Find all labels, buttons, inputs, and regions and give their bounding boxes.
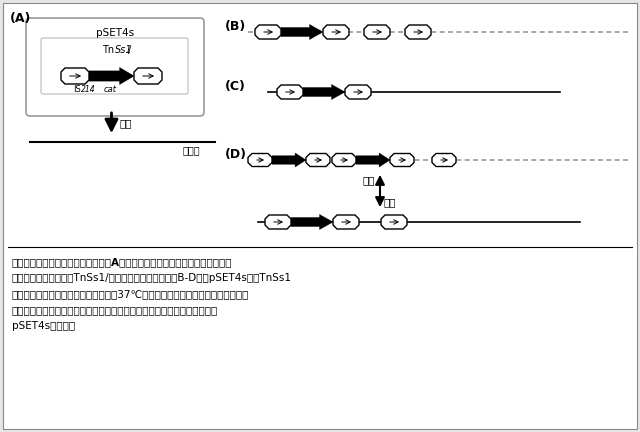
Text: (A): (A)	[10, 12, 31, 25]
FancyBboxPatch shape	[26, 18, 204, 116]
Polygon shape	[134, 68, 162, 84]
Polygon shape	[333, 215, 359, 229]
Text: (C): (C)	[225, 80, 246, 93]
Polygon shape	[323, 25, 349, 39]
Text: は菌をクロラムフェニコール存在下、37℃で培養することにより染色体上に転移: は菌をクロラムフェニコール存在下、37℃で培養することにより染色体上に転移	[12, 289, 250, 299]
Text: した。黒および灰色の実線はそれぞれ菌染色体および温度感受性ベクター: した。黒および灰色の実線はそれぞれ菌染色体および温度感受性ベクター	[12, 305, 218, 315]
Polygon shape	[291, 215, 333, 229]
FancyBboxPatch shape	[3, 3, 637, 429]
Text: の結果より予想されたTnSs1/転移領域の遺伝子構成（B-D）。pSET4s上のTnSs1: の結果より予想されたTnSs1/転移領域の遺伝子構成（B-D）。pSET4s上の…	[12, 273, 292, 283]
Polygon shape	[89, 67, 134, 85]
Polygon shape	[381, 215, 407, 229]
Text: Tn: Tn	[102, 45, 115, 55]
Text: (D): (D)	[225, 148, 247, 161]
Text: /: /	[127, 45, 131, 55]
Text: pSET4s: pSET4s	[96, 28, 134, 38]
Text: Ss1: Ss1	[115, 45, 132, 55]
Polygon shape	[272, 153, 306, 167]
Polygon shape	[303, 85, 345, 99]
Text: (B): (B)	[225, 20, 246, 33]
Polygon shape	[265, 215, 291, 229]
Polygon shape	[332, 153, 356, 166]
Text: 重複: 重複	[362, 175, 375, 185]
Polygon shape	[61, 68, 89, 84]
Text: 図２　転移試験に用いたベクター（A）およびサザンハイブリダイゼーション: 図２ 転移試験に用いたベクター（A）およびサザンハイブリダイゼーション	[12, 257, 232, 267]
Polygon shape	[277, 85, 303, 99]
Polygon shape	[390, 153, 414, 166]
Polygon shape	[364, 25, 390, 39]
Text: 染色体: 染色体	[182, 145, 200, 155]
Polygon shape	[281, 25, 323, 39]
Polygon shape	[432, 153, 456, 166]
Polygon shape	[255, 25, 281, 39]
Text: 欠失: 欠失	[384, 197, 397, 207]
Polygon shape	[345, 85, 371, 99]
Text: cat: cat	[104, 85, 116, 94]
FancyBboxPatch shape	[41, 38, 188, 94]
Polygon shape	[405, 25, 431, 39]
Text: pSET4sを表す。: pSET4sを表す。	[12, 321, 75, 331]
Polygon shape	[356, 153, 390, 167]
Polygon shape	[306, 153, 330, 166]
Text: IS: IS	[73, 85, 81, 94]
Text: 転移: 転移	[120, 118, 132, 128]
Text: 214: 214	[81, 85, 95, 94]
Polygon shape	[248, 153, 272, 166]
